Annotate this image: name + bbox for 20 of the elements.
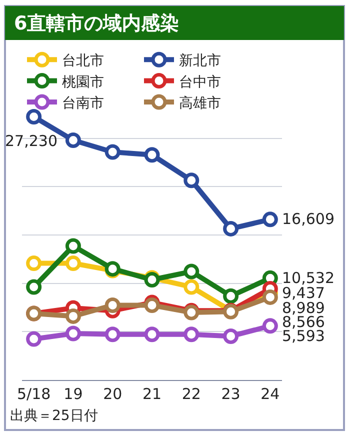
x-tick-label: 5/18 xyxy=(16,385,51,403)
x-tick-label: 23 xyxy=(221,385,240,403)
chart-title: 6直轄市の域内感染 xyxy=(14,12,180,35)
legend-label: 台北市 xyxy=(62,53,104,70)
legend-label: 台中市 xyxy=(179,74,221,90)
legend-label: 桃園市 xyxy=(62,74,104,90)
x-tick-label: 19 xyxy=(64,385,83,403)
legend-label: 新北市 xyxy=(179,53,221,70)
data-label: 16,609 xyxy=(282,210,334,228)
legend-label: 台南市 xyxy=(62,95,104,112)
source-note: 出典＝25日付 xyxy=(10,408,98,424)
legend-label: 高雄市 xyxy=(179,95,221,112)
x-tick-label: 24 xyxy=(260,385,280,403)
data-label: 9,437 xyxy=(282,284,325,302)
data-label: 10,532 xyxy=(282,269,334,287)
x-tick-label: 21 xyxy=(142,385,162,403)
data-label: 27,230 xyxy=(5,132,58,150)
x-tick-label: 22 xyxy=(182,385,201,403)
x-tick-label: 20 xyxy=(103,385,122,403)
data-label: 8,989 xyxy=(282,299,325,317)
